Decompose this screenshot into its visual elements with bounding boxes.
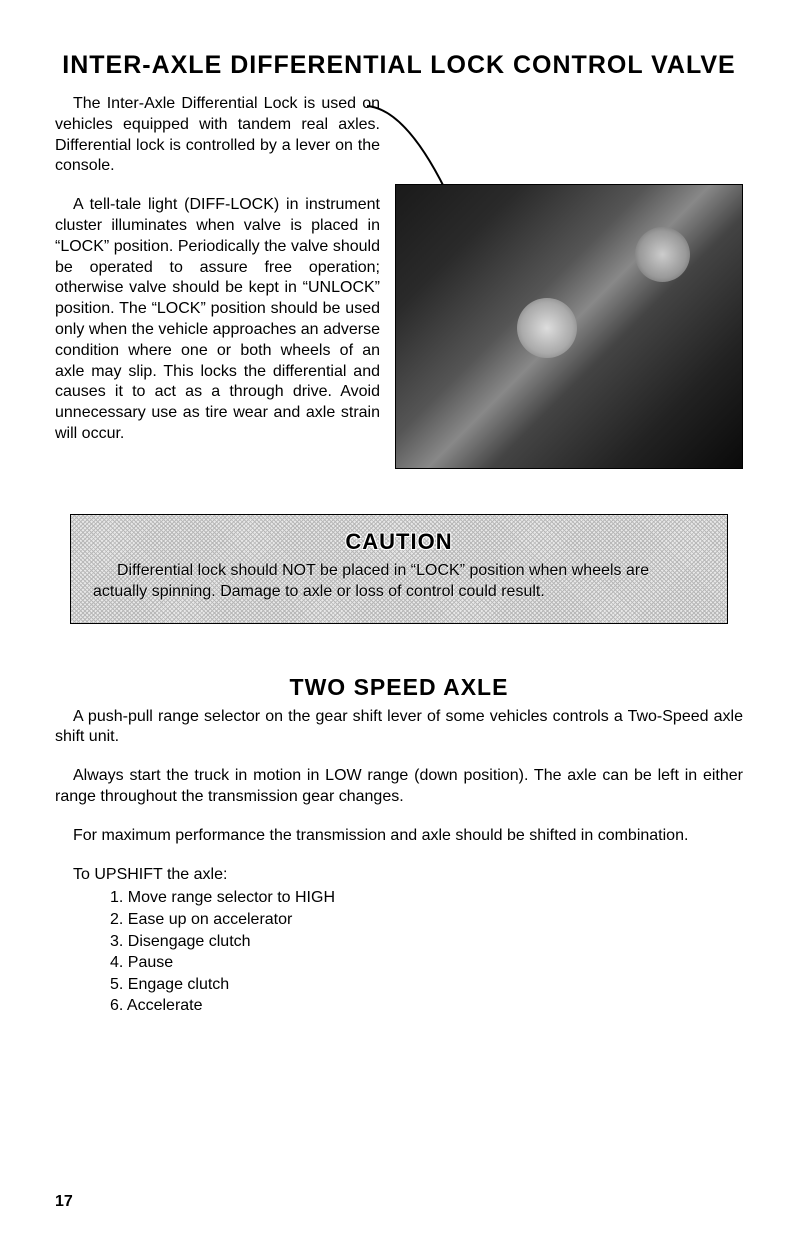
page-number: 17	[55, 1193, 73, 1211]
two-column-layout: The Inter-Axle Differential Lock is used…	[55, 94, 743, 469]
leader-line-icon	[365, 104, 485, 194]
section-heading-1: INTER-AXLE DIFFERENTIAL LOCK CONTROL VAL…	[55, 50, 743, 80]
upshift-label: To UPSHIFT the axle:	[73, 865, 743, 886]
paragraph-2-3: For maximum performance the transmission…	[55, 826, 743, 847]
text-column: The Inter-Axle Differential Lock is used…	[55, 94, 380, 469]
step-item: Move range selector to HIGH	[110, 887, 743, 909]
step-item: Pause	[110, 952, 743, 974]
step-item: Engage clutch	[110, 974, 743, 996]
caution-box: CAUTION Differential lock should NOT be …	[70, 514, 728, 624]
step-item: Ease up on accelerator	[110, 909, 743, 931]
paragraph-detail: A tell-tale light (DIFF-LOCK) in instrum…	[55, 195, 380, 445]
upshift-steps-list: Move range selector to HIGH Ease up on a…	[110, 887, 743, 1017]
caution-body: Differential lock should NOT be placed i…	[93, 561, 705, 603]
step-item: Disengage clutch	[110, 931, 743, 953]
paragraph-2-1: A push-pull range selector on the gear s…	[55, 707, 743, 749]
console-photo	[395, 184, 743, 469]
caution-heading: CAUTION	[93, 529, 705, 555]
figure-column	[395, 94, 743, 469]
section-heading-2: TWO SPEED AXLE	[55, 674, 743, 701]
paragraph-intro: The Inter-Axle Differential Lock is used…	[55, 94, 380, 177]
paragraph-2-2: Always start the truck in motion in LOW …	[55, 766, 743, 808]
step-item: Accelerate	[110, 995, 743, 1017]
